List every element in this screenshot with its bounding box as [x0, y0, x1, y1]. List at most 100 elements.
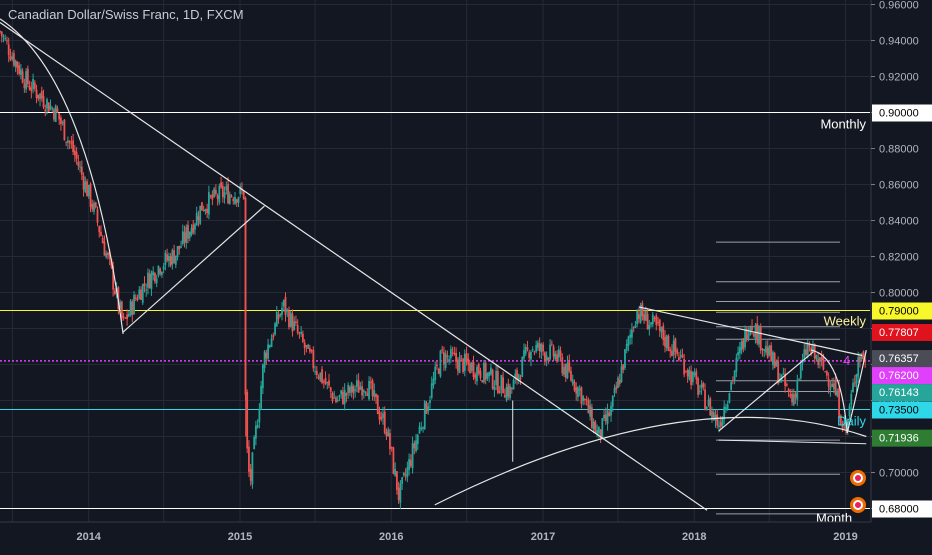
candle-body: [686, 369, 689, 377]
candle-body: [376, 395, 379, 415]
candle-body: [369, 381, 372, 383]
candle-body: [138, 289, 141, 299]
price-label: 0.76357: [879, 353, 919, 365]
chart-title: Canadian Dollar/Swiss Franc, 1D, FXCM: [8, 7, 244, 22]
candle-body: [765, 345, 767, 353]
candle-body: [718, 425, 720, 428]
candle-body: [308, 348, 311, 352]
candle-body: [355, 380, 358, 387]
candle-body: [201, 202, 203, 211]
candle-body: [587, 400, 590, 414]
candle-body: [439, 350, 442, 377]
candle-body: [160, 271, 163, 276]
candle-body: [293, 321, 296, 330]
level-labels: Monthly Weekly 4 Daily Month: [816, 117, 866, 526]
candle-body: [820, 356, 823, 361]
candle-body: [289, 312, 292, 327]
candle-body: [298, 332, 301, 334]
candle-body: [493, 386, 496, 391]
candle-body: [832, 383, 835, 390]
candle-body: [838, 388, 840, 418]
candle-body: [444, 353, 447, 368]
candle-body: [145, 289, 148, 291]
candle-body: [362, 390, 365, 393]
candle-body: [747, 334, 750, 339]
price-axis-bg: [871, 0, 932, 550]
candle-body: [251, 452, 254, 485]
price-axis[interactable]: 0.96000 0.94000 0.92000 0.90000 0.88000 0.860…: [870, 0, 932, 550]
candle-body: [751, 326, 753, 330]
candle-body: [211, 194, 214, 200]
candle-body: [2, 36, 5, 38]
candle-body: [780, 374, 783, 381]
time-axis[interactable]: 2014 2015 2016 2017 2018 2019: [0, 521, 871, 543]
candle-body: [862, 351, 865, 360]
candle-body: [604, 414, 607, 422]
candle-body: [119, 301, 122, 309]
candle-body: [281, 307, 283, 315]
candle-body: [113, 290, 116, 295]
candle-body: [709, 398, 712, 416]
candle-body: [550, 343, 553, 345]
candle-body: [625, 343, 628, 351]
candle-body: [831, 383, 834, 387]
candle-body: [9, 55, 12, 60]
candle-body: [526, 347, 529, 350]
candle-body: [415, 440, 417, 452]
price-label: 0.71936: [879, 433, 919, 445]
candle-body: [352, 386, 355, 394]
price-tick-label: 0.86000: [879, 180, 919, 192]
candle-body: [519, 377, 522, 380]
candle-body: [634, 325, 637, 328]
level-label: Monthly: [820, 117, 866, 132]
candle-body: [232, 198, 235, 202]
candle-body: [545, 355, 548, 361]
price-label: 0.68000: [879, 504, 919, 516]
candle-body: [585, 399, 588, 401]
candle-body: [704, 389, 706, 411]
candle-body: [791, 393, 793, 403]
time-tick-label: 2014: [76, 531, 101, 543]
candle-body: [671, 350, 673, 357]
candle-body: [143, 283, 146, 287]
candle-body: [778, 379, 781, 383]
candle-body: [580, 387, 583, 404]
candle-body: [343, 390, 346, 405]
trendlines: [0, 18, 867, 511]
candle-body: [409, 459, 412, 466]
trendline: [718, 439, 867, 445]
candle-body: [864, 359, 867, 363]
candle-body: [443, 352, 445, 365]
candle-body: [681, 354, 684, 358]
candle-body: [676, 349, 679, 354]
trendline: [638, 306, 863, 357]
candle-body: [216, 195, 219, 199]
candle-body: [166, 254, 169, 261]
candle-body: [446, 355, 449, 357]
candle-body: [154, 273, 156, 282]
candles: [0, 30, 867, 510]
candle-body: [249, 469, 252, 481]
candle-body: [333, 397, 336, 399]
candle-body: [256, 424, 259, 428]
candle-body: [617, 377, 619, 388]
candle-body: [683, 358, 686, 375]
candle-body: [25, 71, 28, 90]
candle-body: [651, 314, 654, 325]
candle-body: [120, 301, 123, 319]
candle-body: [322, 381, 325, 383]
candle-body: [730, 382, 733, 390]
candle-body: [242, 190, 245, 199]
candle-body: [357, 380, 360, 393]
candle-body: [207, 192, 210, 215]
candle-body: [32, 79, 34, 89]
candle-body: [610, 405, 612, 416]
candle-body: [674, 338, 677, 352]
candle-body: [214, 189, 217, 194]
candle-body: [54, 105, 57, 123]
candle-body: [148, 273, 151, 289]
candle-body: [303, 342, 306, 349]
candle-body: [629, 334, 632, 338]
